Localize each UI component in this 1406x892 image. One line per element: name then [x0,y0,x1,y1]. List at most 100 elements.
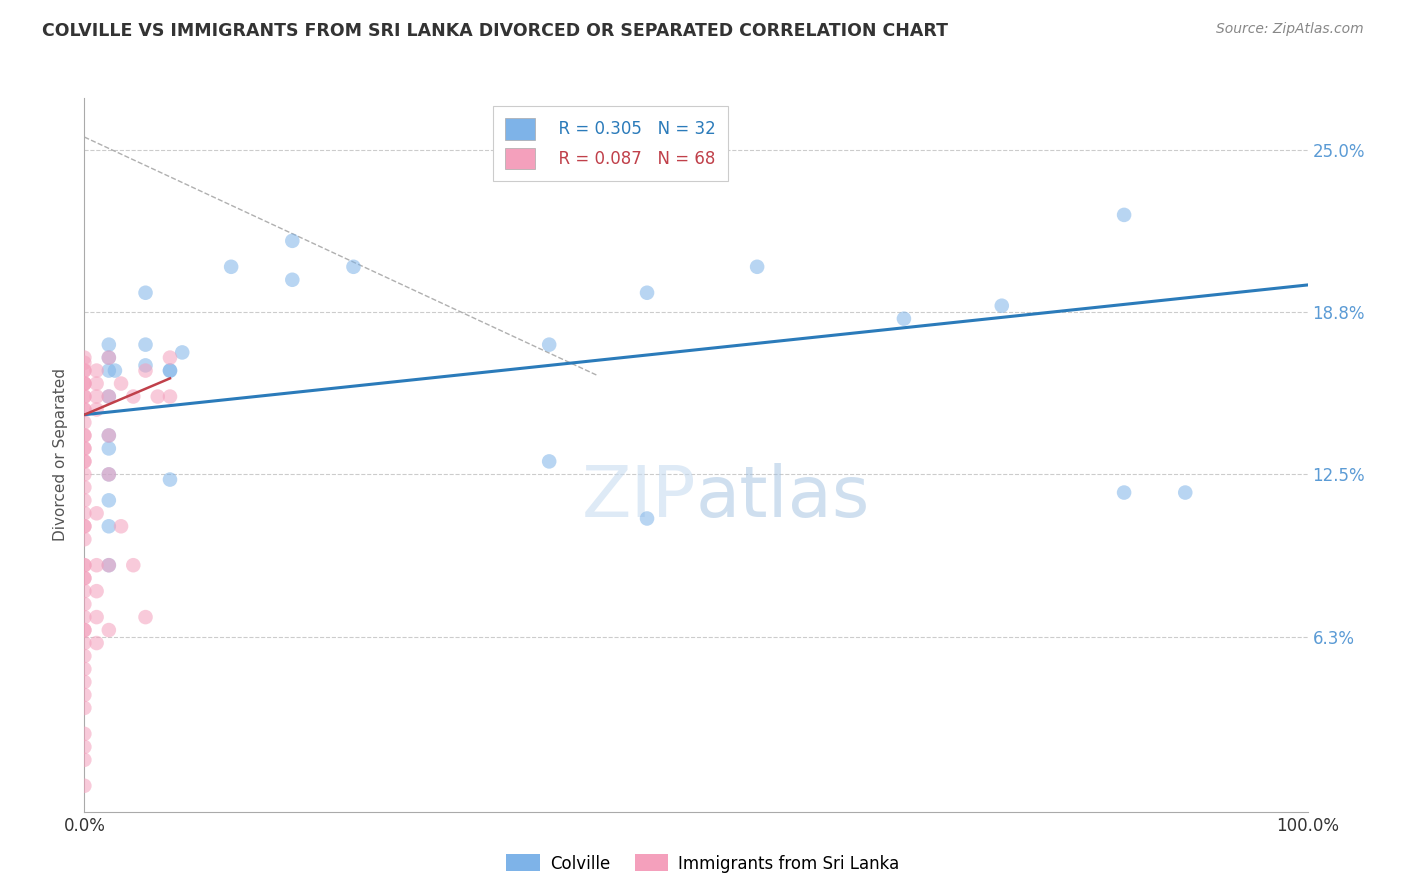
Point [97,390,120,404]
Point [73,493,96,508]
Point [135,363,157,377]
Point [97,351,120,365]
Point [110,519,132,533]
Point [73,454,96,468]
Point [122,390,145,404]
Point [73,519,96,533]
Point [159,351,181,365]
Point [73,402,96,417]
Point [73,416,96,430]
Point [73,675,96,690]
Point [73,428,96,442]
Point [97,363,120,377]
Point [159,363,181,377]
Point [86,506,108,520]
Point [73,636,96,650]
Point [73,376,96,391]
Point [97,428,120,442]
Point [73,597,96,611]
Point [146,390,169,404]
Point [86,376,108,391]
Point [73,610,96,624]
Point [73,558,96,573]
Point [342,260,364,274]
Point [73,442,96,456]
Point [73,623,96,637]
Point [893,311,915,326]
Text: ZIP: ZIP [582,463,696,533]
Point [159,473,181,487]
Point [73,571,96,585]
Point [73,753,96,767]
Point [97,337,120,351]
Point [97,390,120,404]
Point [73,351,96,365]
Legend: Colville, Immigrants from Sri Lanka: Colville, Immigrants from Sri Lanka [499,847,907,880]
Point [172,345,194,359]
Point [73,623,96,637]
Point [135,610,157,624]
Point [538,337,561,351]
Point [73,739,96,754]
Point [636,285,658,300]
Point [97,428,120,442]
Point [97,519,120,533]
Point [86,390,108,404]
Point [73,390,96,404]
Point [97,467,120,482]
Point [219,260,242,274]
Point [122,558,145,573]
Point [73,701,96,715]
Point [73,376,96,391]
Point [73,584,96,599]
Point [86,610,108,624]
Point [86,636,108,650]
Point [159,363,181,377]
Point [97,558,120,573]
Point [86,558,108,573]
Point [73,356,96,370]
Point [747,260,769,274]
Text: Source: ZipAtlas.com: Source: ZipAtlas.com [1216,22,1364,37]
Point [110,376,132,391]
Point [86,363,108,377]
Point [281,273,304,287]
Point [97,467,120,482]
Point [73,467,96,482]
Point [97,623,120,637]
Point [97,493,120,508]
Point [636,511,658,525]
Point [73,376,96,391]
Point [73,363,96,377]
Point [73,428,96,442]
Legend:   R = 0.305   N = 32,   R = 0.087   N = 68: R = 0.305 N = 32, R = 0.087 N = 68 [494,106,727,181]
Point [86,402,108,417]
Point [73,558,96,573]
Point [159,390,181,404]
Point [1174,485,1197,500]
Point [73,571,96,585]
Point [104,363,127,377]
Point [538,454,561,468]
Point [73,363,96,377]
Point [73,533,96,547]
Point [1114,485,1136,500]
Point [281,234,304,248]
Point [86,584,108,599]
Point [135,337,157,351]
Text: atlas: atlas [696,463,870,533]
Point [73,519,96,533]
Point [73,648,96,663]
Point [73,390,96,404]
Point [73,727,96,741]
Text: COLVILLE VS IMMIGRANTS FROM SRI LANKA DIVORCED OR SEPARATED CORRELATION CHART: COLVILLE VS IMMIGRANTS FROM SRI LANKA DI… [42,22,948,40]
Point [73,480,96,494]
Point [73,506,96,520]
Point [73,442,96,456]
Point [1114,208,1136,222]
Point [135,285,157,300]
Point [73,688,96,702]
Point [97,558,120,573]
Point [73,662,96,676]
Point [73,454,96,468]
